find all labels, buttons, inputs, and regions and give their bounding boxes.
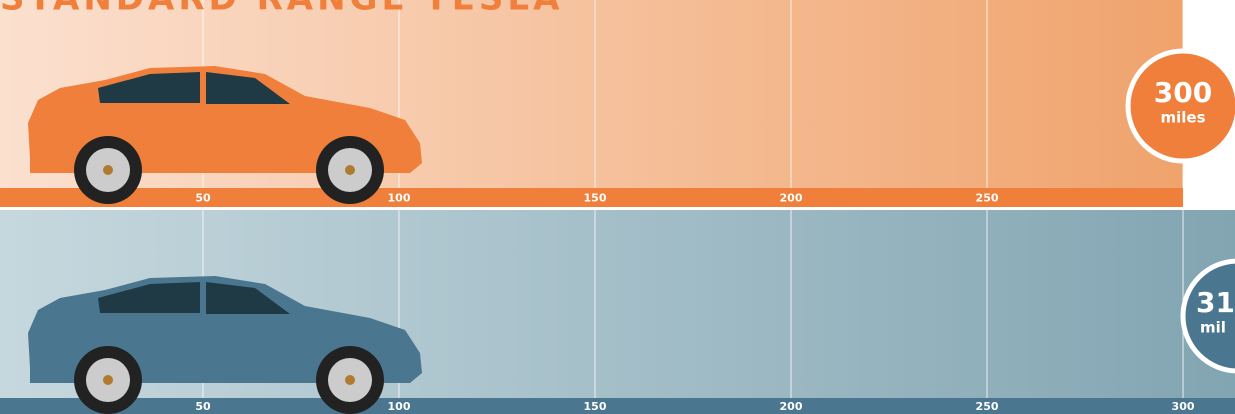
x-tick-label: 150 bbox=[584, 400, 607, 413]
x-tick-label: 50 bbox=[195, 400, 211, 413]
x-tick-label: 100 bbox=[388, 400, 411, 413]
x-tick-label: 250 bbox=[976, 192, 999, 205]
x-tick-label: 150 bbox=[584, 192, 607, 205]
value-badge bbox=[1125, 48, 1235, 164]
unit-label: miles bbox=[1161, 109, 1206, 127]
x-tick-label: 50 bbox=[195, 192, 211, 205]
value-label: 31 bbox=[1196, 286, 1235, 319]
unit-label: mil bbox=[1200, 319, 1226, 337]
value-badge bbox=[1180, 258, 1235, 374]
x-tick-label: 300 bbox=[1172, 400, 1195, 413]
axis-strip bbox=[0, 188, 1184, 207]
x-tick-label: 100 bbox=[388, 192, 411, 205]
chart-title: STANDARD RANGE TESLA bbox=[0, 0, 563, 19]
x-tick-label: 200 bbox=[780, 192, 803, 205]
x-tick-label: 200 bbox=[780, 400, 803, 413]
axis-strip bbox=[0, 398, 1235, 414]
x-tick-label: 250 bbox=[976, 400, 999, 413]
value-label: 300 bbox=[1154, 76, 1212, 109]
